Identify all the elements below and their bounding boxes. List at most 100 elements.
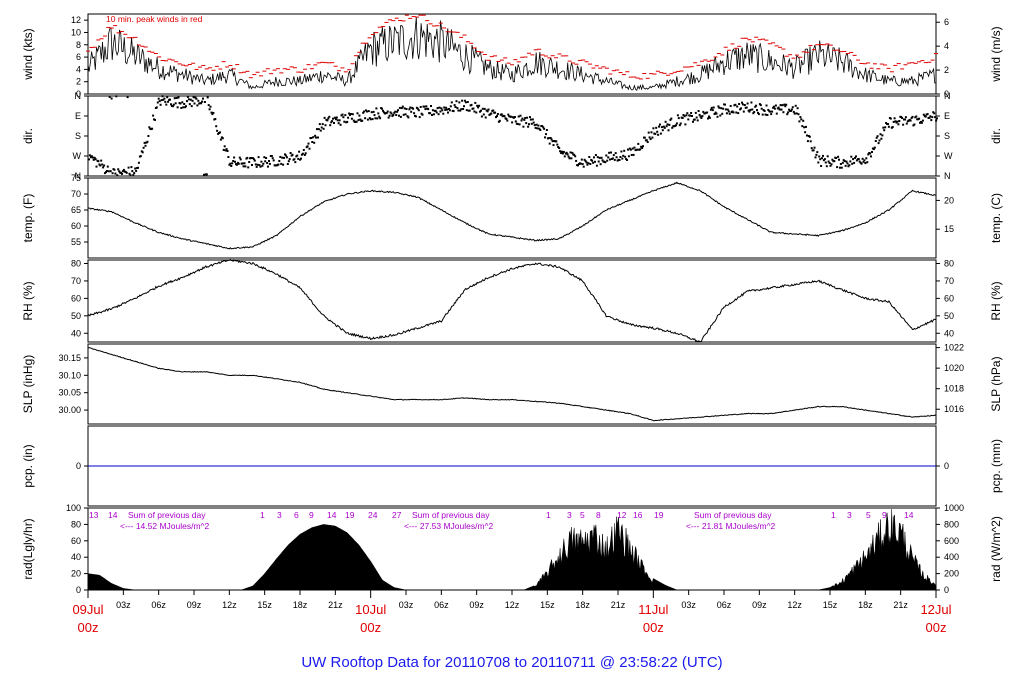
wind-direction-point xyxy=(555,140,558,143)
date-label: 12Jul xyxy=(920,602,951,617)
wind-direction-point xyxy=(95,165,98,168)
wind-direction-point xyxy=(386,110,389,113)
wind-direction-point xyxy=(388,114,391,117)
wind-direction-point xyxy=(117,168,120,171)
y-tick-label: 6 xyxy=(76,52,81,62)
wind-direction-point xyxy=(142,146,145,149)
wind-direction-point xyxy=(934,116,937,119)
wind-direction-point xyxy=(782,111,785,114)
wind-direction-point xyxy=(159,103,162,106)
wind-direction-point xyxy=(734,103,737,106)
wind-direction-point xyxy=(684,123,687,126)
daylight-hour-mark: 13 xyxy=(89,510,99,520)
wind-direction-point xyxy=(397,109,399,112)
y-tick-label: 70 xyxy=(71,276,81,286)
wind-direction-point xyxy=(440,107,443,110)
date-time-label: 00z xyxy=(360,620,381,635)
wind-direction-point xyxy=(251,164,253,166)
wind-direction-point xyxy=(561,150,563,153)
wind-direction-point xyxy=(215,125,218,128)
wind-direction-point xyxy=(517,115,520,118)
wind-direction-point xyxy=(195,97,198,100)
wind-direction-point xyxy=(759,104,762,107)
y-axis-label: pcp. (in) xyxy=(21,444,35,487)
x-tick-label: 03z xyxy=(681,600,696,610)
wind-direction-point xyxy=(177,96,180,99)
wind-direction-point xyxy=(455,100,458,103)
panel-2: temp. (F) temp. (C) 55 60 65 70 75 15 20 xyxy=(21,173,1003,259)
y-tick-label: 30.05 xyxy=(58,388,81,398)
daylight-hour-mark: 1 xyxy=(260,510,265,520)
wind-direction-point xyxy=(690,112,693,114)
wind-direction-point xyxy=(365,109,367,112)
wind-direction-point xyxy=(594,154,597,156)
wind-direction-point xyxy=(536,127,539,130)
wind-direction-point xyxy=(781,104,784,107)
wind-direction-point xyxy=(849,160,852,163)
y-tick-label: 2 xyxy=(76,77,81,87)
wind-direction-point xyxy=(132,174,135,177)
wind-direction-point xyxy=(413,112,416,115)
wind-direction-point xyxy=(194,96,197,99)
wind-direction-point xyxy=(229,162,232,165)
wind-direction-point xyxy=(700,117,703,119)
wind-direction-point xyxy=(594,160,596,163)
wind-direction-point xyxy=(606,159,609,162)
wind-direction-point xyxy=(438,106,441,109)
wind-direction-point xyxy=(373,114,376,117)
wind-direction-point xyxy=(363,110,366,113)
wind-direction-point xyxy=(476,104,479,107)
x-tick-label: 06z xyxy=(151,600,166,610)
wind-direction-point xyxy=(548,142,551,145)
wind-direction-point xyxy=(825,165,828,168)
wind-direction-point xyxy=(749,108,752,111)
y-axis-label: RH (%) xyxy=(21,281,35,320)
wind-direction-point xyxy=(819,158,822,161)
wind-direction-point xyxy=(601,159,604,162)
date-time-label: 00z xyxy=(926,620,947,635)
wind-direction-point xyxy=(317,128,320,131)
daylight-hour-mark: 3 xyxy=(847,510,852,520)
wind-direction-point xyxy=(798,120,801,123)
wind-direction-point xyxy=(232,160,235,162)
wind-direction-point xyxy=(230,165,233,167)
wind-direction-point xyxy=(437,113,440,116)
wind-direction-point xyxy=(108,95,111,98)
wind-direction-point xyxy=(544,136,546,139)
wind-direction-point xyxy=(664,120,667,123)
wind-direction-point xyxy=(820,165,823,167)
wind-direction-point xyxy=(524,117,527,119)
daylight-hour-mark: 8 xyxy=(596,510,601,520)
wind-direction-point xyxy=(647,131,650,134)
wind-direction-point xyxy=(870,155,872,158)
wind-direction-point xyxy=(296,154,299,157)
wind-direction-point xyxy=(263,156,266,159)
wind-direction-point xyxy=(446,108,448,111)
wind-direction-point xyxy=(439,110,442,113)
wind-direction-point xyxy=(371,118,374,121)
wind-direction-point xyxy=(722,107,725,110)
wind-direction-point xyxy=(186,100,188,103)
wind-direction-point xyxy=(905,122,908,125)
wind-direction-point xyxy=(423,105,426,108)
wind-direction-point xyxy=(131,170,134,173)
wind-direction-point xyxy=(754,105,757,108)
wind-direction-point xyxy=(894,120,897,123)
wind-direction-point xyxy=(712,106,715,109)
wind-direction-point xyxy=(394,110,397,113)
wind-direction-point xyxy=(308,147,311,150)
wind-direction-point xyxy=(529,116,531,119)
wind-direction-point xyxy=(327,117,330,120)
wind-direction-point xyxy=(101,163,104,166)
wind-direction-point xyxy=(88,154,91,157)
wind-direction-point xyxy=(323,116,326,119)
wind-direction-point xyxy=(542,126,545,129)
wind-direction-point xyxy=(406,115,409,118)
wind-direction-point xyxy=(889,117,892,120)
wind-direction-point xyxy=(375,107,378,110)
wind-direction-point xyxy=(840,166,843,169)
wind-direction-point xyxy=(306,145,309,148)
wind-direction-point xyxy=(320,126,323,129)
wind-direction-point xyxy=(201,100,204,103)
